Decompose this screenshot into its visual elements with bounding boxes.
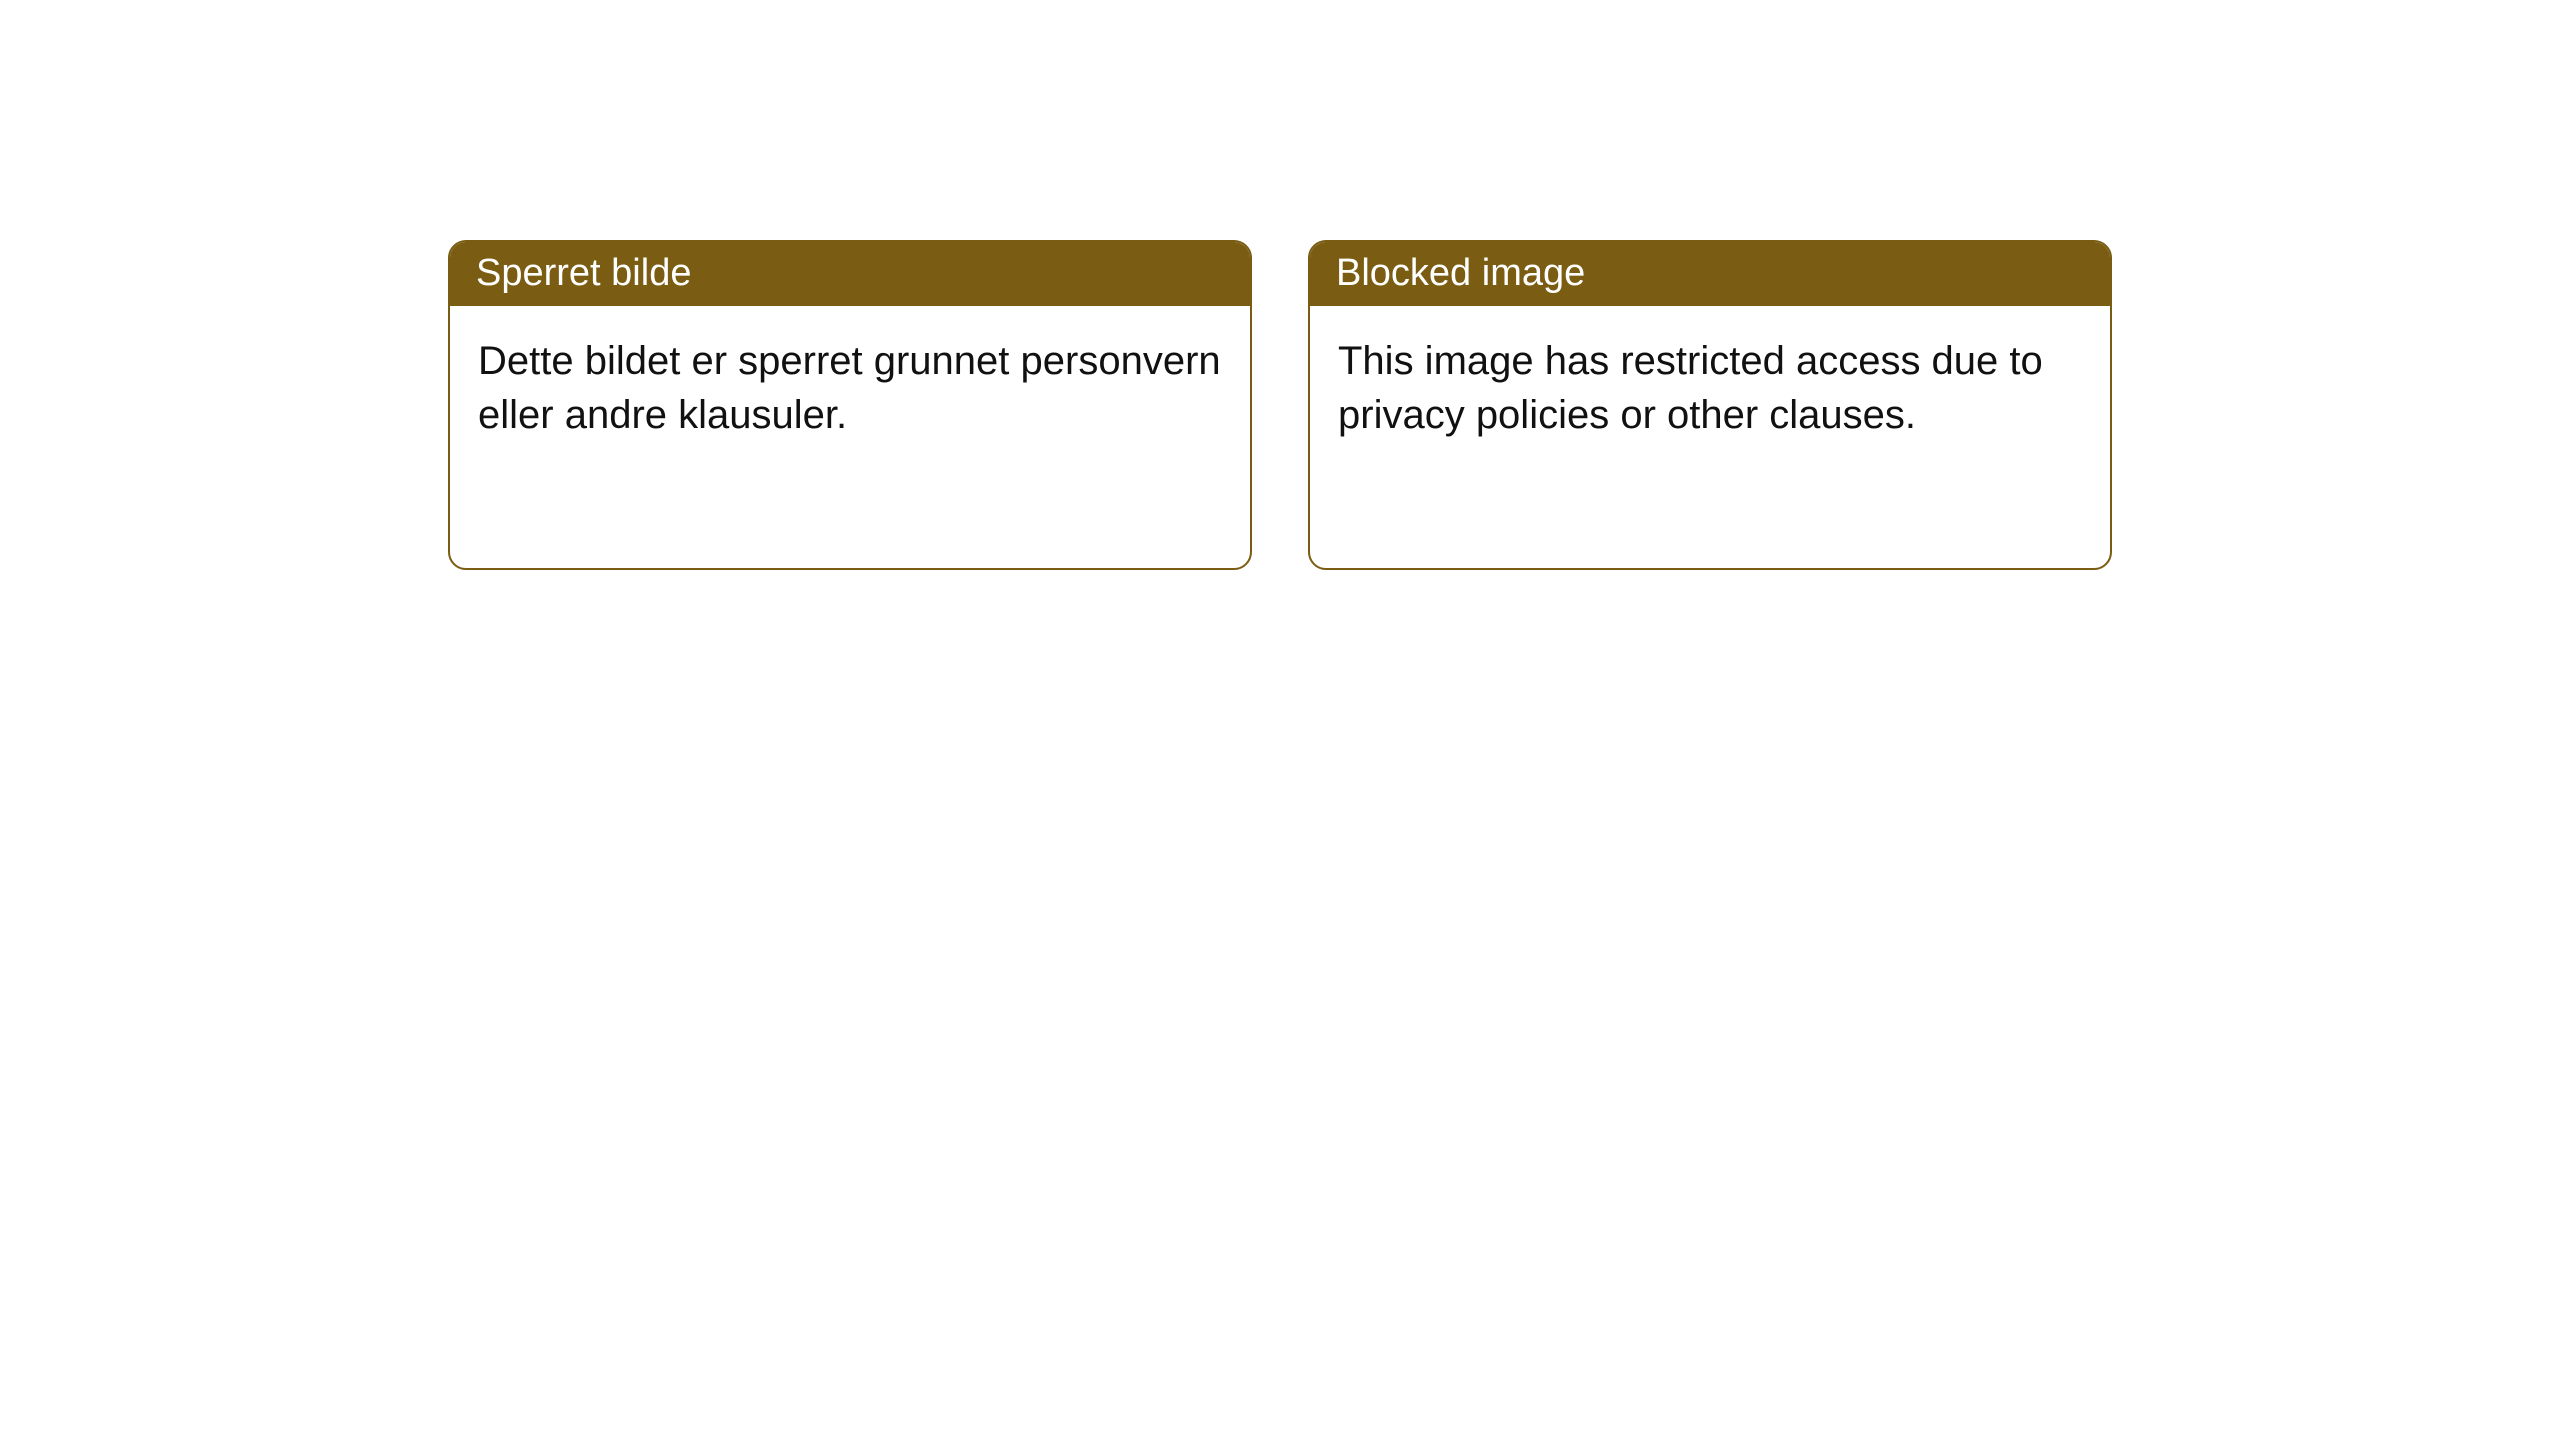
notice-title-english: Blocked image xyxy=(1310,242,2110,306)
blocked-image-notices: Sperret bilde Dette bildet er sperret gr… xyxy=(448,240,2112,570)
notice-card-english: Blocked image This image has restricted … xyxy=(1308,240,2112,570)
notice-body-norwegian: Dette bildet er sperret grunnet personve… xyxy=(450,306,1250,568)
page-canvas: Sperret bilde Dette bildet er sperret gr… xyxy=(0,0,2560,1440)
notice-body-english: This image has restricted access due to … xyxy=(1310,306,2110,568)
notice-card-norwegian: Sperret bilde Dette bildet er sperret gr… xyxy=(448,240,1252,570)
notice-title-norwegian: Sperret bilde xyxy=(450,242,1250,306)
